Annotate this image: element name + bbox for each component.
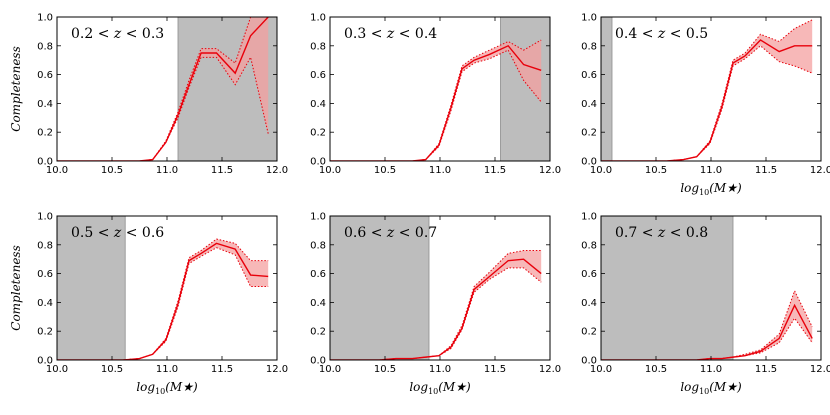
panel-4-completeness-line <box>57 242 269 360</box>
panel-3-completeness-line <box>601 39 813 161</box>
panel-4-xtick-label: 10.0 <box>46 364 68 375</box>
panel-3-ytick-label: 0.2 <box>581 128 597 139</box>
panel-5: 10.0 10.5 11.0 11.5 12.0 0.0 0.2 0.4 0.6 0.8 1.0 0.… <box>310 212 561 397</box>
panel-2-completeness-line <box>330 44 542 161</box>
panel-5-completeness-line <box>330 258 542 360</box>
panel-6: 10.0 10.5 11.0 11.5 12.0 0.0 0.2 0.4 0.6 0.8 1.0 0.… <box>581 212 830 397</box>
panel-6-shaded-region <box>600 215 734 361</box>
panel-6-completeness-line <box>601 303 813 360</box>
panel-4-ytick-label: 0.8 <box>37 240 53 251</box>
panel-6-xtick-label: 10.5 <box>645 364 667 375</box>
panel-3-ytick-label: 0.8 <box>581 41 597 52</box>
panel-4-xtick-label: 11.0 <box>156 364 178 375</box>
panel-1-xtick-label: 10.5 <box>101 165 123 176</box>
panel-2-xtick-label: 10.5 <box>374 165 396 176</box>
panel-1-xtick-label: 10.0 <box>46 165 68 176</box>
panel-5-xtick-label: 10.5 <box>374 364 396 375</box>
panel-1-ylabel: Completeness <box>9 46 23 131</box>
panel-6-ytick-label: 1.0 <box>581 212 597 223</box>
panel-6-xlabel: log10(M★) <box>680 380 742 396</box>
panel-2: 10.0 10.5 11.0 11.5 12.0 0.0 0.2 0.4 0.6 0.8 1.0 0.… <box>310 13 561 177</box>
panel-4-ytick-label: 0.4 <box>37 298 53 309</box>
panel-3-xtick-label: 11.5 <box>755 165 777 176</box>
panel-4: 10.0 10.5 11.0 11.5 12.0 0.0 0.2 0.4 0.6 0.8 1.0 0.… <box>9 212 288 397</box>
panel-5-xlabel: log10(M★) <box>409 380 471 396</box>
panel-2-shaded-region <box>500 16 551 162</box>
panel-4-redshift-label: 0.5 < z < 0.6 <box>71 225 164 241</box>
panel-2-xtick-label: 11.0 <box>429 165 451 176</box>
panel-5-xtick-label: 11.0 <box>429 364 451 375</box>
panel-2-error-band <box>330 40 542 161</box>
panel-3-xtick-label: 12.0 <box>810 165 830 176</box>
panel-5-redshift-label: 0.6 < z < 0.7 <box>344 225 437 241</box>
panel-6-ytick-label: 0.2 <box>581 327 597 338</box>
panel-3-ytick-label: 1.0 <box>581 13 597 24</box>
panel-1-ytick-label: 1.0 <box>37 13 53 24</box>
panel-4-ylabel: Completeness <box>9 245 23 330</box>
panel-1-xtick-label: 11.0 <box>156 165 178 176</box>
panel-1-completeness-line <box>57 17 269 161</box>
panel-4-lower-bound-line <box>57 247 269 360</box>
panel-6-xtick-label: 11.0 <box>700 364 722 375</box>
panel-3-xlabel: log10(M★) <box>680 181 742 197</box>
panel-2-ytick-label: 0.0 <box>310 157 326 168</box>
panel-5-xtick-label: 10.0 <box>319 364 341 375</box>
panel-1-ytick-label: 0.4 <box>37 99 53 110</box>
panel-6-xtick-label: 10.0 <box>590 364 612 375</box>
panel-2-ytick-label: 0.8 <box>310 41 326 52</box>
panel-1-ytick-label: 0.8 <box>37 41 53 52</box>
panel-1-ytick-label: 0.0 <box>37 157 53 168</box>
panel-4-ytick-label: 1.0 <box>37 212 53 223</box>
panel-3-lower-bound-line <box>601 45 813 161</box>
panel-3-ytick-label: 0.6 <box>581 70 597 81</box>
panel-4-ytick-label: 0.2 <box>37 327 53 338</box>
panel-2-xtick-label: 11.5 <box>484 165 506 176</box>
panel-2-ytick-label: 0.4 <box>310 99 326 110</box>
panel-3: 10.0 10.5 11.0 11.5 12.0 0.0 0.2 0.4 0.6 0.8 1.0 0.… <box>581 13 830 198</box>
panel-5-ytick-label: 0.0 <box>310 356 326 367</box>
panel-5-ytick-label: 0.6 <box>310 269 326 280</box>
panel-4-xtick-label: 10.5 <box>101 364 123 375</box>
panel-5-ytick-label: 0.2 <box>310 327 326 338</box>
panel-4-xtick-label: 12.0 <box>266 364 288 375</box>
panel-6-ytick-label: 0.4 <box>581 298 597 309</box>
panel-4-xlabel: log10(M★) <box>136 380 198 396</box>
panel-2-redshift-label: 0.3 < z < 0.4 <box>344 26 437 42</box>
panel-3-xtick-label: 11.0 <box>700 165 722 176</box>
panel-4-xtick-label: 11.5 <box>211 364 233 375</box>
panel-1-ytick-label: 0.6 <box>37 70 53 81</box>
panel-4-ytick-label: 0.6 <box>37 269 53 280</box>
panel-1-redshift-label: 0.2 < z < 0.3 <box>71 26 164 42</box>
panel-3-ytick-label: 0.4 <box>581 99 597 110</box>
panel-6-ytick-label: 0.6 <box>581 269 597 280</box>
panel-6-xtick-label: 12.0 <box>810 364 830 375</box>
panel-5-xtick-label: 11.5 <box>484 364 506 375</box>
panel-1-upper-bound-line <box>57 17 269 161</box>
panel-4-ytick-label: 0.0 <box>37 356 53 367</box>
panel-1-xtick-label: 11.5 <box>211 165 233 176</box>
panel-1-xtick-label: 12.0 <box>266 165 288 176</box>
panel-6-redshift-label: 0.7 < z < 0.8 <box>615 225 708 241</box>
panel-1-ytick-label: 0.2 <box>37 128 53 139</box>
panel-6-ytick-label: 0.8 <box>581 240 597 251</box>
panel-3-error-band <box>601 19 813 161</box>
panel-2-xtick-label: 10.0 <box>319 165 341 176</box>
panel-3-ytick-label: 0.0 <box>581 157 597 168</box>
panel-1: 10.0 10.5 11.0 11.5 12.0 0.0 0.2 0.4 0.6 0.8 1.0 0.… <box>9 13 288 177</box>
panel-3-redshift-label: 0.4 < z < 0.5 <box>615 26 708 42</box>
panel-5-ytick-label: 0.4 <box>310 298 326 309</box>
panel-3-xtick-label: 10.0 <box>590 165 612 176</box>
panel-2-ytick-label: 0.2 <box>310 128 326 139</box>
panel-3-xtick-label: 10.5 <box>645 165 667 176</box>
panel-2-ytick-label: 1.0 <box>310 13 326 24</box>
panel-2-xtick-label: 12.0 <box>539 165 561 176</box>
panel-5-xtick-label: 12.0 <box>539 364 561 375</box>
panel-2-ytick-label: 0.6 <box>310 70 326 81</box>
panel-3-shaded-region <box>600 16 613 162</box>
panel-5-ytick-label: 0.8 <box>310 240 326 251</box>
panel-6-xtick-label: 11.5 <box>755 364 777 375</box>
panel-6-ytick-label: 0.0 <box>581 356 597 367</box>
panel-5-ytick-label: 1.0 <box>310 212 326 223</box>
